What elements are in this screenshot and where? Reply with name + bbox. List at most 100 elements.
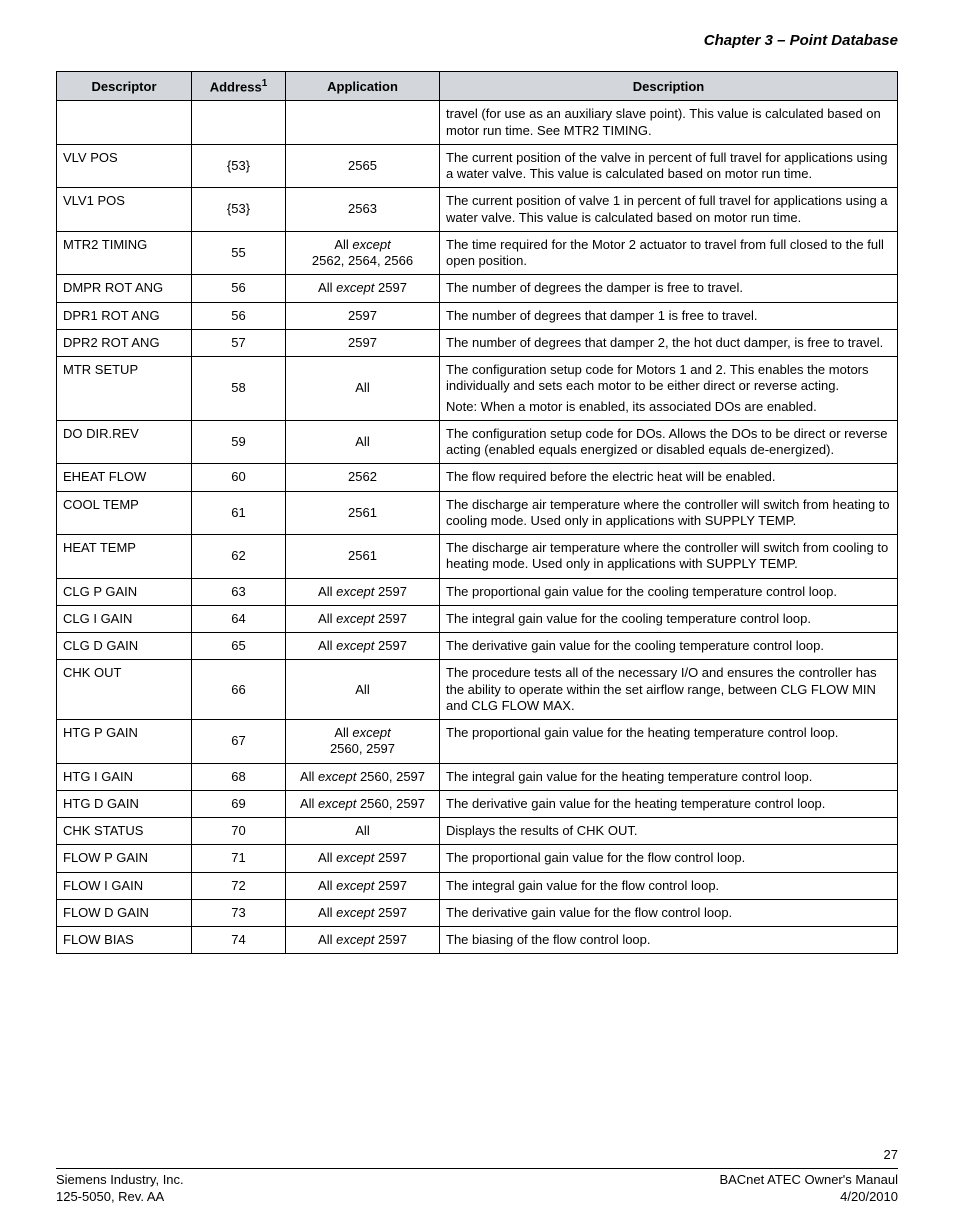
cell-address: 71 [192,845,286,872]
description-paragraph: The configuration setup code for Motors … [446,362,891,395]
cell-description: The derivative gain value for the flow c… [440,899,898,926]
table-head: DescriptorAddress1ApplicationDescription [57,72,898,101]
footer-rule [56,1168,898,1169]
cell-address: {53} [192,188,286,232]
footer-left-line1: Siemens Industry, Inc. [56,1172,184,1189]
cell-descriptor: DO DIR.REV [57,420,192,464]
cell-descriptor: DPR1 ROT ANG [57,302,192,329]
table-row: HEAT TEMP622561The discharge air tempera… [57,535,898,579]
table-row: CLG P GAIN63All except 2597The proportio… [57,578,898,605]
cell-descriptor: COOL TEMP [57,491,192,535]
cell-application: All [286,818,440,845]
cell-description: travel (for use as an auxiliary slave po… [440,101,898,145]
cell-description: The number of degrees that damper 2, the… [440,329,898,356]
footer-right-line1: BACnet ATEC Owner's Manaul [719,1172,898,1189]
cell-application: All except2562, 2564, 2566 [286,231,440,275]
table-row: VLV POS{53}2565The current position of t… [57,144,898,188]
cell-application: 2561 [286,535,440,579]
cell-descriptor: HTG D GAIN [57,790,192,817]
table-row: COOL TEMP612561The discharge air tempera… [57,491,898,535]
table-row: FLOW D GAIN73All except 2597The derivati… [57,899,898,926]
cell-descriptor: HTG I GAIN [57,763,192,790]
cell-description: The number of degrees the damper is free… [440,275,898,302]
cell-description: The flow required before the electric he… [440,464,898,491]
description-paragraph: The biasing of the flow control loop. [446,932,891,948]
cell-application: 2597 [286,302,440,329]
cell-application [286,101,440,145]
table-row: HTG D GAIN69All except 2560, 2597 The der… [57,790,898,817]
table-header-cell: Application [286,72,440,101]
cell-description: The discharge air temperature where the … [440,491,898,535]
description-paragraph: The proportional gain value for the cool… [446,584,891,600]
cell-descriptor: CLG I GAIN [57,605,192,632]
description-paragraph: The current position of valve 1 in perce… [446,193,891,226]
table-row: travel (for use as an auxiliary slave po… [57,101,898,145]
cell-application: All except 2597 [286,633,440,660]
cell-address: 72 [192,872,286,899]
cell-address: 69 [192,790,286,817]
description-paragraph: The number of degrees that damper 2, the… [446,335,891,351]
cell-descriptor: CLG D GAIN [57,633,192,660]
description-paragraph: The derivative gain value for the heatin… [446,796,891,812]
table-header-cell: Description [440,72,898,101]
table-header-cell: Descriptor [57,72,192,101]
description-paragraph: The derivative gain value for the coolin… [446,638,891,654]
table-row: FLOW BIAS74All except 2597The biasing of… [57,927,898,954]
table-header-row: DescriptorAddress1ApplicationDescription [57,72,898,101]
cell-address: {53} [192,144,286,188]
cell-application: All except 2560, 2597 [286,790,440,817]
cell-description: The discharge air temperature where the … [440,535,898,579]
cell-application: 2563 [286,188,440,232]
point-database-table: DescriptorAddress1ApplicationDescription… [56,71,898,954]
cell-address: 56 [192,275,286,302]
cell-description: The proportional gain value for the cool… [440,578,898,605]
cell-descriptor: HTG P GAIN [57,720,192,764]
table-row: DPR1 ROT ANG562597 The number of degrees … [57,302,898,329]
cell-address: 67 [192,720,286,764]
footer-right-line2: 4/20/2010 [719,1189,898,1206]
cell-description: The integral gain value for the flow con… [440,872,898,899]
table-row: HTG P GAIN67All except2560, 2597 The prop… [57,720,898,764]
cell-description: The current position of the valve in per… [440,144,898,188]
cell-application: All except 2597 [286,578,440,605]
description-paragraph: Displays the results of CHK OUT. [446,823,891,839]
table-row: CHK STATUS70AllDisplays the results of C… [57,818,898,845]
table-row: DPR2 ROT ANG572597The number of degrees … [57,329,898,356]
cell-application: All except2560, 2597 [286,720,440,764]
cell-description: The time required for the Motor 2 actuat… [440,231,898,275]
cell-application: All except 2597 [286,927,440,954]
cell-descriptor: VLV POS [57,144,192,188]
cell-description: The integral gain value for the cooling … [440,605,898,632]
table-row: CLG D GAIN65All except 2597The derivativ… [57,633,898,660]
cell-address: 56 [192,302,286,329]
cell-descriptor [57,101,192,145]
cell-descriptor: DPR2 ROT ANG [57,329,192,356]
description-paragraph: The number of degrees that damper 1 is f… [446,308,891,324]
footer-left: Siemens Industry, Inc. 125-5050, Rev. AA [56,1172,184,1206]
table-row: DMPR ROT ANG56All except 2597The number … [57,275,898,302]
cell-descriptor: EHEAT FLOW [57,464,192,491]
page-number: 27 [56,1147,898,1162]
description-paragraph: The discharge air temperature where the … [446,540,891,573]
description-paragraph: The integral gain value for the cooling … [446,611,891,627]
description-paragraph: The current position of the valve in per… [446,150,891,183]
table-row: EHEAT FLOW602562The flow required before… [57,464,898,491]
cell-description: The number of degrees that damper 1 is f… [440,302,898,329]
description-paragraph: The procedure tests all of the necessary… [446,665,891,714]
table-row: FLOW P GAIN71All except 2597The proporti… [57,845,898,872]
table-row: CHK OUT66AllThe procedure tests all of t… [57,660,898,720]
cell-application: All except 2597 [286,872,440,899]
cell-address: 58 [192,357,286,421]
cell-application: All except 2597 [286,845,440,872]
cell-address: 66 [192,660,286,720]
table-row: DO DIR.REV59AllThe configuration setup c… [57,420,898,464]
chapter-title: Chapter 3 – Point Database [56,32,898,49]
table-row: MTR SETUP58AllThe configuration setup co… [57,357,898,421]
page-footer: 27 Siemens Industry, Inc. 125-5050, Rev.… [56,1147,898,1206]
description-paragraph: The proportional gain value for the heat… [446,725,891,741]
description-paragraph: The integral gain value for the heating … [446,769,891,785]
cell-application: 2562 [286,464,440,491]
cell-address: 62 [192,535,286,579]
description-paragraph: The time required for the Motor 2 actuat… [446,237,891,270]
cell-descriptor: HEAT TEMP [57,535,192,579]
